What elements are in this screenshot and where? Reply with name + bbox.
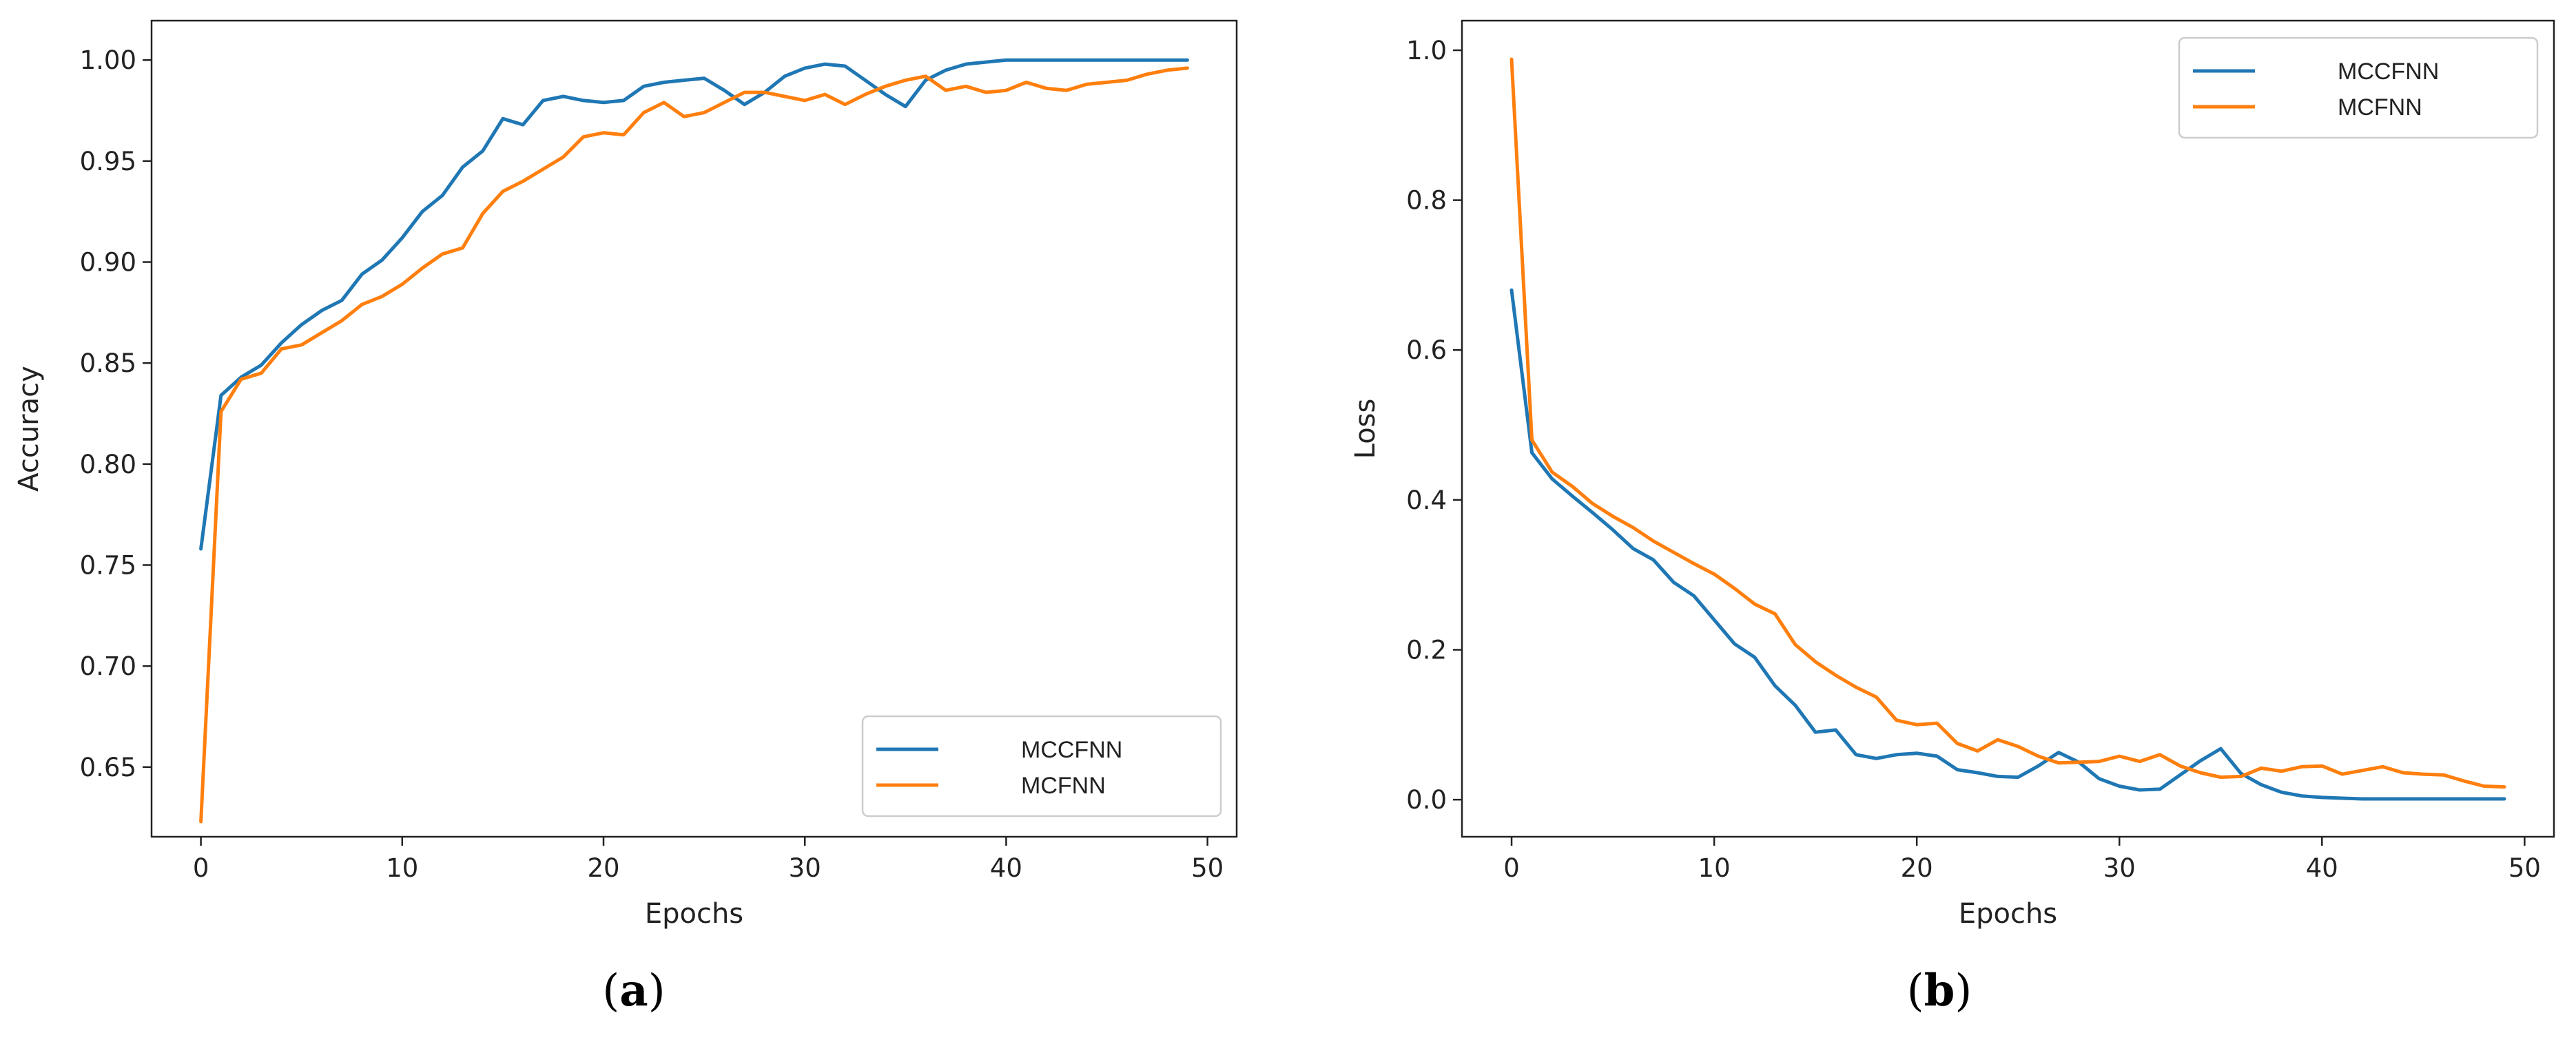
panel-a-legend-label-mccfnn: MCCFNN	[1021, 737, 1122, 763]
caption-b-close: )	[1955, 966, 1972, 1017]
caption-b-letter: b	[1924, 965, 1955, 1017]
panel-b-axes-frame	[1461, 19, 2555, 838]
panel-b-y-tick-label: 0.0	[1406, 785, 1447, 815]
caption-b-open: (	[1907, 966, 1924, 1017]
panel-b-series-line-mcfnn	[1509, 57, 2506, 789]
panel-a-legend-label-mcfnn: MCFNN	[1021, 773, 1106, 799]
caption-b: (b)	[1907, 965, 1972, 1017]
panel-b-y-tick-label: 0.8	[1406, 186, 1447, 216]
panel-a-x-tick-label: 20	[587, 853, 619, 883]
panel-a-y-tick-label: 0.75	[80, 550, 136, 580]
panel-b-x-tick-label: 0	[1503, 853, 1520, 883]
panel-b-y-axis-title: Loss	[1350, 399, 1381, 459]
panel-a-x-tick-label: 40	[990, 853, 1022, 883]
panel-a-y-tick-label: 0.85	[80, 348, 136, 378]
panel-b-series-line-mccfnn	[1509, 288, 2506, 801]
panel-a-axes-frame	[150, 19, 1238, 838]
panel-a-legend: MCCFNN MCFNN	[861, 715, 1222, 817]
panel-a-accuracy-chart: 0 10 20 30 40 50 0.65 0.70 0.75 0.80 0.85 0.90 0.95 1…	[13, 19, 1238, 930]
panel-b-y-tick-label: 0.6	[1406, 335, 1447, 365]
panel-b-y-tick-label: 1.0	[1406, 36, 1447, 65]
panel-a-y-tick-label: 0.70	[80, 652, 136, 681]
panel-b-x-tick-label: 50	[2508, 853, 2541, 883]
panel-b-x-tick-label: 40	[2306, 853, 2338, 883]
panel-b-legend-label-mccfnn: MCCFNN	[2338, 59, 2439, 85]
panel-a-y-tick-label: 1.00	[80, 45, 136, 75]
panel-a-series-line-mccfnn	[199, 58, 1189, 551]
panel-a-y-tick-label: 0.90	[80, 248, 136, 278]
panel-b-legend-frame	[2178, 37, 2539, 139]
panel-a-x-axis-title: Epochs	[645, 898, 743, 930]
panel-a-y-axis-title: Accuracy	[13, 366, 45, 492]
panel-b-y-tick-label: 0.4	[1406, 486, 1447, 515]
caption-a-close: )	[648, 966, 666, 1017]
panel-b-legend: MCCFNN MCFNN	[2178, 37, 2539, 139]
panel-b-legend-label-mcfnn: MCFNN	[2338, 94, 2422, 121]
panel-a-y-tick-label: 0.80	[80, 450, 136, 479]
panel-a-x-tick-label: 0	[193, 853, 209, 883]
panel-a-series-line-mcfnn	[199, 66, 1189, 824]
panel-b-y-tick-label: 0.2	[1406, 636, 1447, 665]
panel-b-x-tick-label: 10	[1698, 853, 1731, 883]
caption-a-open: (	[602, 966, 619, 1017]
panel-a-x-tick-label: 30	[789, 853, 821, 883]
panel-a-x-tick-label: 10	[386, 853, 418, 883]
panel-b-x-tick-label: 20	[1901, 853, 1933, 883]
panel-b-x-tick-label: 30	[2103, 853, 2136, 883]
caption-a-letter: a	[619, 965, 648, 1017]
caption-a: (a)	[602, 965, 665, 1017]
panel-a-y-tick-label: 0.95	[80, 147, 136, 176]
panel-a-x-tick-label: 50	[1191, 853, 1224, 883]
panel-a-y-tick-label: 0.65	[80, 753, 136, 782]
panel-b-x-axis-title: Epochs	[1959, 898, 2057, 930]
panel-a-legend-frame	[861, 715, 1222, 817]
panel-b-loss-chart: 0 10 20 30 40 50 0.0 0.2 0.4 0.6 0.8 1.0 Epochs Loss M…	[1350, 19, 2555, 930]
